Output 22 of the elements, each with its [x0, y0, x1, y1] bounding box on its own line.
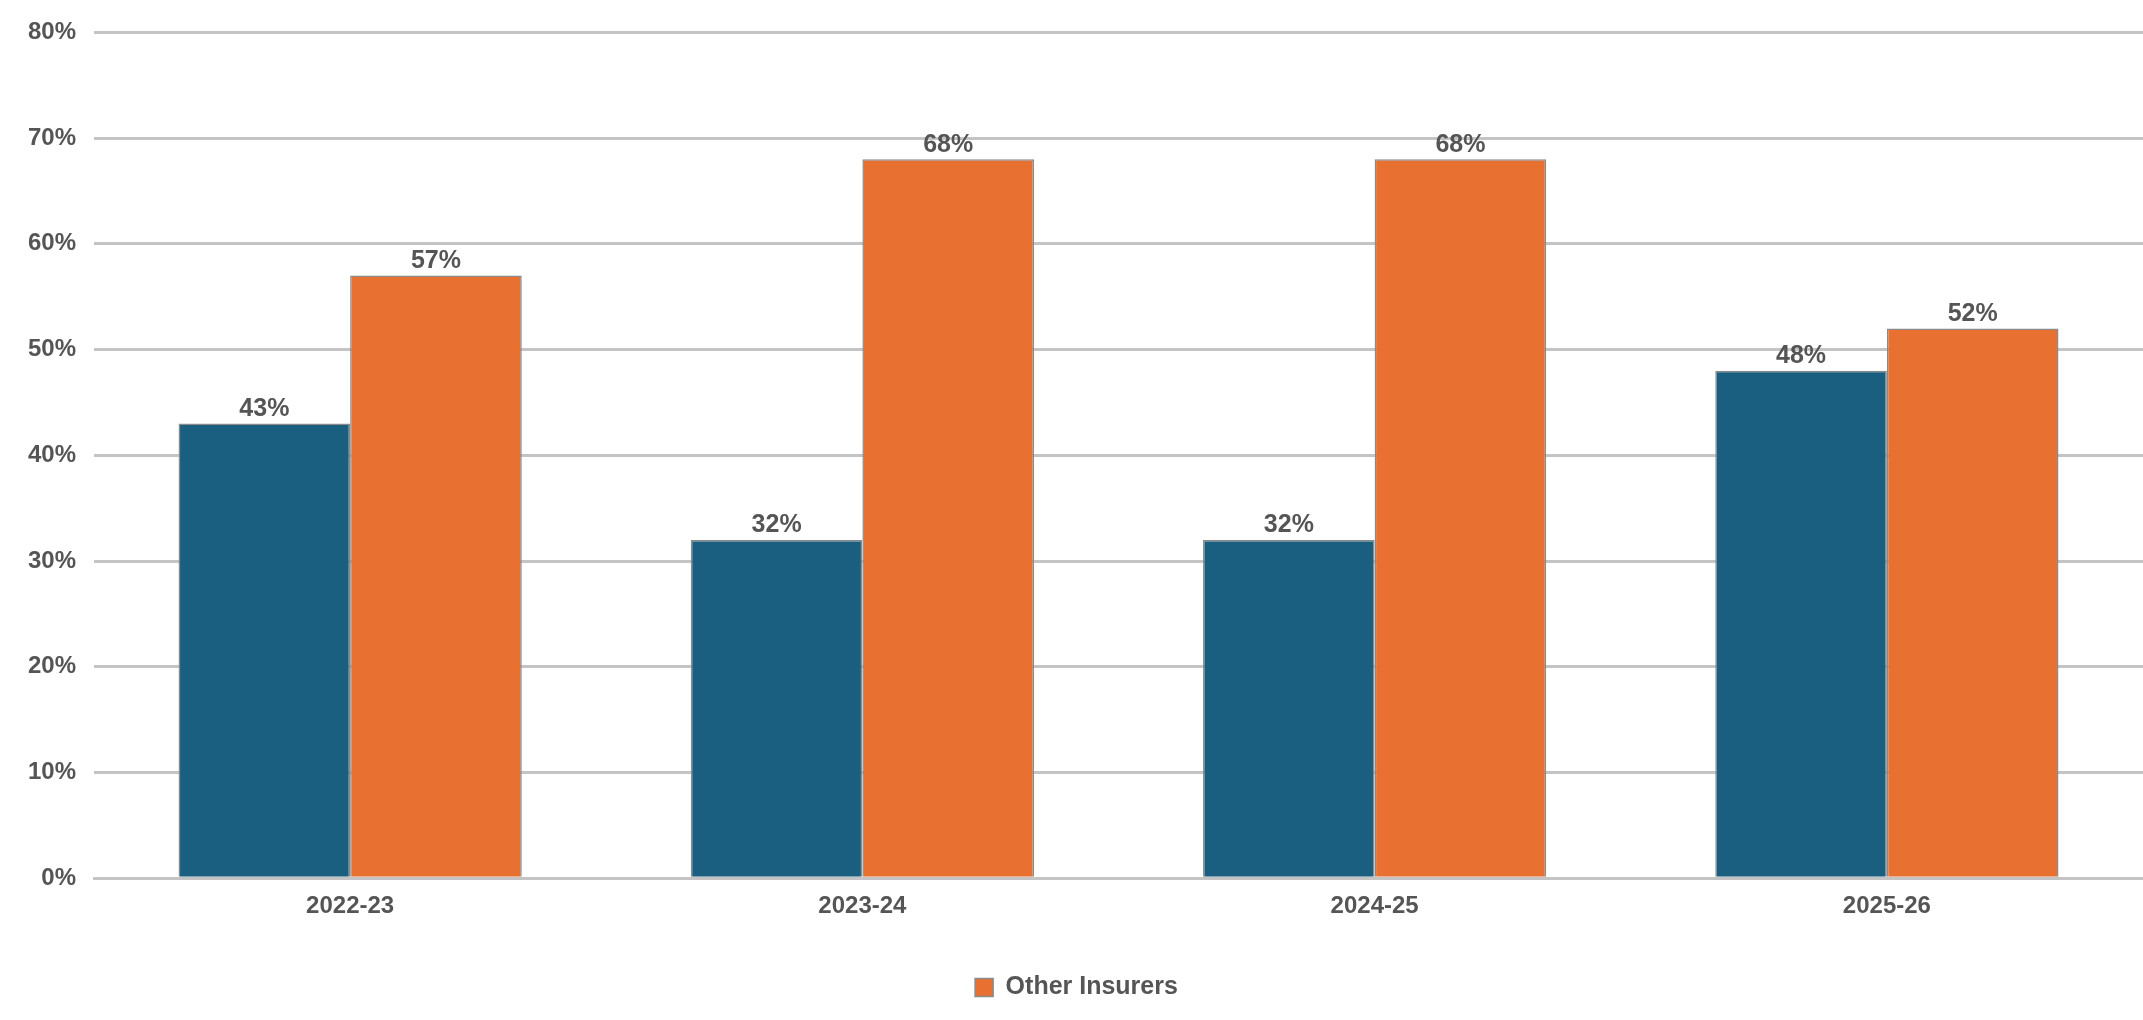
data-label: 68% [1435, 128, 1486, 157]
y-tick-label: 70% [27, 122, 77, 150]
data-label: 32% [1263, 509, 1314, 538]
y-tick-label: 10% [27, 757, 77, 785]
data-label: 32% [751, 509, 802, 538]
y-tick-label: 30% [27, 545, 77, 573]
x-tick-label: 2024-25 [1330, 891, 1419, 919]
data-label: 43% [239, 392, 290, 421]
data-label: 48% [1776, 340, 1827, 369]
y-tick-label: 20% [27, 651, 77, 679]
y-tick-label: 50% [27, 334, 77, 362]
x-tick-label: 2025-26 [1842, 891, 1931, 919]
x-tick-label: 2023-24 [818, 891, 908, 919]
data-label: 52% [1947, 297, 1998, 326]
y-tick-label: 0% [41, 862, 77, 890]
y-tick-label: 60% [27, 228, 77, 256]
data-label: 68% [923, 128, 974, 157]
data-label: 57% [410, 244, 461, 273]
legend-label: Other Insurers [1005, 971, 1178, 1000]
y-tick-label: 40% [27, 439, 77, 467]
x-tick-label: 2022-23 [306, 891, 395, 919]
y-tick-label: 80% [27, 17, 77, 45]
